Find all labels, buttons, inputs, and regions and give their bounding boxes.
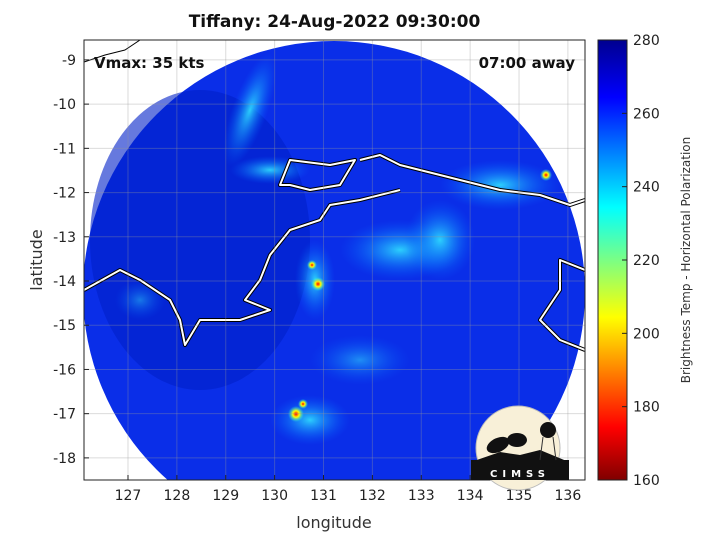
x-tick-label: 131 [310, 488, 337, 504]
vmax-annotation: Vmax: 35 kts [94, 54, 204, 72]
x-tick-label: 133 [408, 488, 435, 504]
x-tick-label: 128 [164, 488, 191, 504]
colorbar-tick-label: 180 [633, 400, 660, 416]
x-axis-label: longitude [296, 513, 371, 532]
y-tick-label: -12 [53, 186, 76, 202]
time-away-annotation: 07:00 away [479, 54, 576, 72]
y-tick-label: -9 [62, 53, 76, 69]
colorbar-tick-label: 260 [633, 106, 660, 122]
y-tick-label: -18 [53, 451, 76, 467]
y-tick-label: -17 [53, 407, 76, 423]
y-tick-label: -16 [53, 362, 76, 378]
cimss-logo: CIMSS [471, 405, 569, 491]
x-tick-label: 136 [555, 488, 582, 504]
svg-text:CIMSS: CIMSS [490, 469, 550, 480]
y-tick-label: -10 [53, 97, 76, 113]
y-tick-label: -11 [53, 141, 76, 157]
y-tick-label: -14 [53, 274, 76, 290]
y-tick-label: -15 [53, 318, 76, 334]
x-tick-label: 127 [115, 488, 142, 504]
x-tick-label: 134 [457, 488, 484, 504]
y-tick-label: -13 [53, 230, 76, 246]
brightness-temp-field [84, 40, 585, 480]
colorbar-tick-label: 280 [633, 33, 660, 49]
colorbar-tick-label: 240 [633, 180, 660, 196]
colorbar-tick-label: 160 [633, 473, 660, 489]
colorbar-label: Brightness Temp - Horizontal Polarizatio… [679, 137, 693, 384]
x-tick-label: 132 [359, 488, 386, 504]
chart-title: Tiffany: 24-Aug-2022 09:30:00 [188, 12, 481, 32]
axes-box [83, 39, 586, 481]
grid [84, 40, 585, 480]
y-axis-label: latitude [27, 229, 46, 290]
x-tick-label: 130 [261, 488, 288, 504]
colorbar-tick-label: 220 [633, 253, 660, 269]
x-tick-label: 129 [212, 488, 239, 504]
x-tick-label: 135 [506, 488, 533, 504]
colorbar-tick-label: 200 [633, 326, 660, 342]
coastline [84, 40, 585, 352]
